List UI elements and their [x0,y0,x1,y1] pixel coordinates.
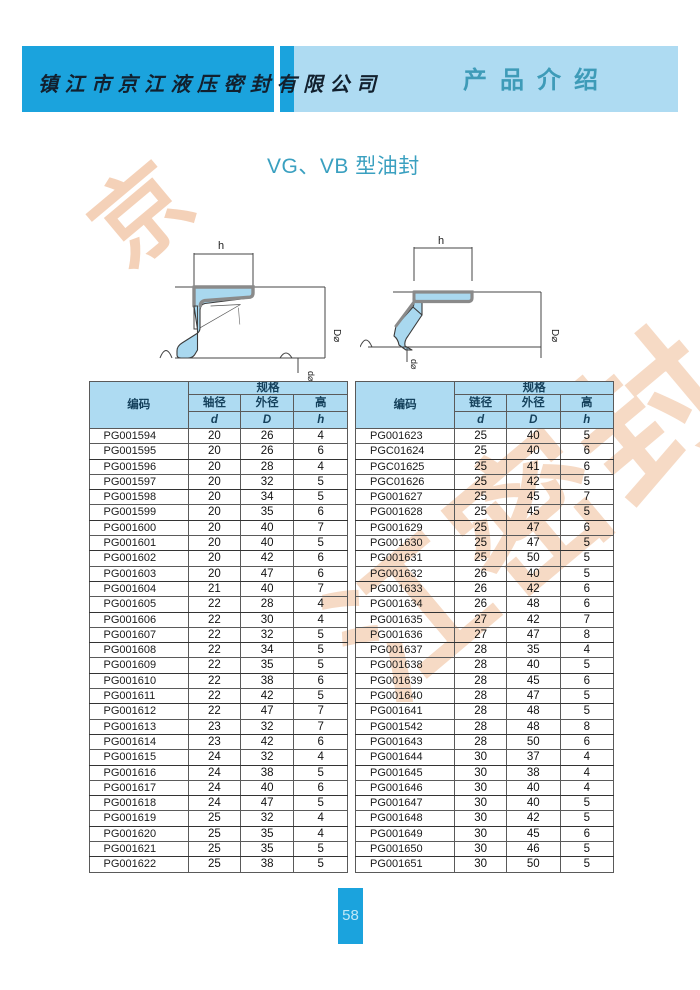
svg-text:h: h [218,240,224,252]
svg-text:D⌀: D⌀ [331,329,342,342]
svg-text:D⌀: D⌀ [549,329,560,342]
svg-text:d⌀: d⌀ [409,359,419,370]
svg-text:h: h [438,235,444,247]
